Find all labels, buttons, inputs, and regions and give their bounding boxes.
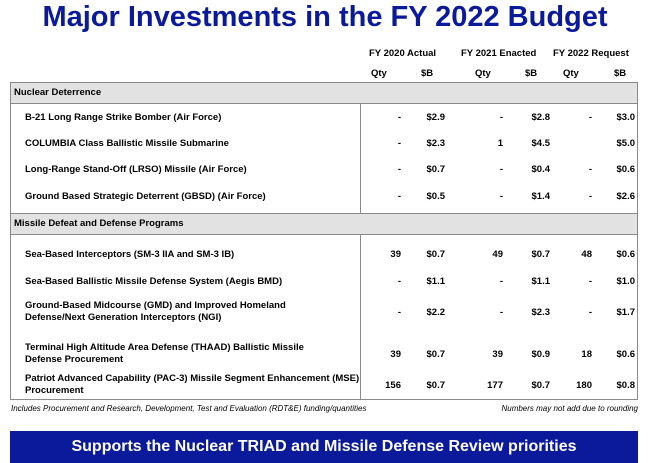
cell-sb-fy2021: $1.4 bbox=[531, 191, 551, 202]
row-label: Sea-Based Interceptors (SM-3 IIA and SM-… bbox=[25, 249, 235, 260]
row-label: Terminal High Altitude Area Defense (THA… bbox=[25, 342, 304, 365]
cell-sb-fy2020: $0.7 bbox=[426, 349, 446, 360]
cell-qty-fy2021: - bbox=[499, 307, 503, 318]
subheader-qty-fy2022: Qty bbox=[563, 68, 579, 79]
row-label: Ground Based Strategic Deterrent (GBSD) … bbox=[25, 191, 266, 202]
cell-sb-fy2020: $2.2 bbox=[426, 307, 446, 318]
cell-qty-fy2022: - bbox=[588, 191, 592, 202]
subheader-sb-fy2021: $B bbox=[525, 68, 538, 79]
cell-qty-fy2020: - bbox=[397, 276, 401, 287]
cell-qty-fy2021: 177 bbox=[487, 380, 503, 391]
cell-sb-fy2020: $2.9 bbox=[426, 112, 446, 123]
table-row: Sea-Based Interceptors (SM-3 IIA and SM-… bbox=[11, 235, 637, 263]
cell-sb-fy2022: $1.0 bbox=[616, 276, 636, 287]
table-row: Terminal High Altitude Area Defense (THA… bbox=[11, 335, 637, 369]
cell-sb-fy2021: $0.7 bbox=[531, 380, 551, 391]
cell-sb-fy2022: $1.7 bbox=[616, 307, 636, 318]
cell-qty-fy2022: - bbox=[588, 112, 592, 123]
page-title: Major Investments in the FY 2022 Budget bbox=[42, 1, 608, 33]
cell-qty-fy2020: 39 bbox=[390, 249, 401, 260]
table-row: Long-Range Stand-Off (LRSO) Missile (Air… bbox=[11, 156, 637, 182]
cell-sb-fy2022: $2.6 bbox=[616, 191, 636, 202]
cell-qty-fy2021: - bbox=[499, 191, 503, 202]
cell-qty-fy2022: 48 bbox=[581, 249, 592, 260]
cell-sb-fy2020: $0.7 bbox=[426, 380, 446, 391]
row-label: Patriot Advanced Capability (PAC-3) Miss… bbox=[25, 373, 360, 396]
subheader-qty-fy2021: Qty bbox=[475, 68, 491, 79]
section-header-missile-defense: Missile Defeat and Defense Programs bbox=[11, 213, 637, 235]
cell-sb-fy2021: $1.1 bbox=[531, 276, 551, 287]
cell-sb-fy2022: $5.0 bbox=[616, 138, 636, 149]
table-row: Sea-Based Ballistic Missile Defense Syst… bbox=[11, 263, 637, 293]
cell-qty-fy2021: 39 bbox=[492, 349, 503, 360]
cell-qty-fy2021: - bbox=[499, 164, 503, 175]
column-header-fy2020: FY 2020 Actual bbox=[369, 48, 437, 59]
table-row: Ground-Based Midcourse (GMD) and Improve… bbox=[11, 293, 637, 335]
cell-sb-fy2021: $2.3 bbox=[531, 307, 551, 318]
section-title: Nuclear Deterrence bbox=[14, 87, 102, 98]
cell-qty-fy2020: - bbox=[397, 164, 401, 175]
subheader-sb-fy2022: $B bbox=[614, 68, 627, 79]
cell-qty-fy2020: 39 bbox=[390, 349, 401, 360]
subheader-sb-fy2020: $B bbox=[421, 68, 434, 79]
section-header-nuclear-deterrence: Nuclear Deterrence bbox=[11, 82, 637, 104]
cell-sb-fy2022: $0.8 bbox=[616, 380, 636, 391]
row-label: COLUMBIA Class Ballistic Missile Submari… bbox=[25, 138, 229, 149]
table-divider bbox=[360, 83, 361, 399]
row-label: Long-Range Stand-Off (LRSO) Missile (Air… bbox=[25, 164, 247, 175]
cell-sb-fy2021: $0.4 bbox=[531, 164, 551, 175]
cell-qty-fy2020: - bbox=[397, 191, 401, 202]
cell-qty-fy2020: - bbox=[397, 307, 401, 318]
footnote-rounding: Numbers may not add due to rounding bbox=[501, 404, 638, 413]
table-row: Patriot Advanced Capability (PAC-3) Miss… bbox=[11, 369, 637, 399]
cell-sb-fy2022: $0.6 bbox=[616, 249, 636, 260]
investment-table: Nuclear Deterrence B-21 Long Range Strik… bbox=[10, 82, 638, 400]
cell-qty-fy2022: - bbox=[588, 276, 592, 287]
column-header-fy2022: FY 2022 Request bbox=[553, 48, 629, 59]
cell-qty-fy2021: - bbox=[499, 112, 503, 123]
cell-sb-fy2022: $0.6 bbox=[616, 349, 636, 360]
table-row: B-21 Long Range Strike Bomber (Air Force… bbox=[11, 104, 637, 130]
cell-qty-fy2022: - bbox=[588, 307, 592, 318]
cell-sb-fy2020: $0.7 bbox=[426, 249, 446, 260]
subheader-qty-fy2020: Qty bbox=[371, 68, 387, 79]
cell-sb-fy2021: $4.5 bbox=[531, 138, 551, 149]
cell-qty-fy2020: - bbox=[397, 138, 401, 149]
cell-sb-fy2020: $2.3 bbox=[426, 138, 446, 149]
cell-sb-fy2022: $3.0 bbox=[616, 112, 636, 123]
cell-sb-fy2021: $0.9 bbox=[531, 349, 551, 360]
cell-sb-fy2020: $0.7 bbox=[426, 164, 446, 175]
row-label: Ground-Based Midcourse (GMD) and Improve… bbox=[25, 300, 286, 323]
cell-qty-fy2022: 180 bbox=[576, 380, 592, 391]
cell-qty-fy2021: 49 bbox=[492, 249, 503, 260]
cell-qty-fy2021: 1 bbox=[497, 138, 503, 149]
cell-qty-fy2021: - bbox=[499, 276, 503, 287]
cell-qty-fy2022: - bbox=[588, 164, 592, 175]
row-label: Sea-Based Ballistic Missile Defense Syst… bbox=[25, 276, 283, 287]
cell-qty-fy2020: 156 bbox=[385, 380, 401, 391]
cell-sb-fy2021: $0.7 bbox=[531, 249, 551, 260]
column-header-fy2021: FY 2021 Enacted bbox=[461, 48, 537, 59]
section-title: Missile Defeat and Defense Programs bbox=[14, 218, 184, 229]
cell-qty-fy2020: - bbox=[397, 112, 401, 123]
cell-sb-fy2022: $0.6 bbox=[616, 164, 636, 175]
cell-qty-fy2022: 18 bbox=[581, 349, 592, 360]
cell-sb-fy2020: $1.1 bbox=[426, 276, 446, 287]
table-row: Ground Based Strategic Deterrent (GBSD) … bbox=[11, 182, 637, 210]
summary-banner: Supports the Nuclear TRIAD and Missile D… bbox=[10, 431, 638, 463]
row-label: B-21 Long Range Strike Bomber (Air Force… bbox=[25, 112, 222, 123]
footnote-funding: Includes Procurement and Research, Devel… bbox=[11, 404, 367, 413]
cell-sb-fy2020: $0.5 bbox=[426, 191, 446, 202]
table-row: COLUMBIA Class Ballistic Missile Submari… bbox=[11, 130, 637, 156]
cell-sb-fy2021: $2.8 bbox=[531, 112, 551, 123]
